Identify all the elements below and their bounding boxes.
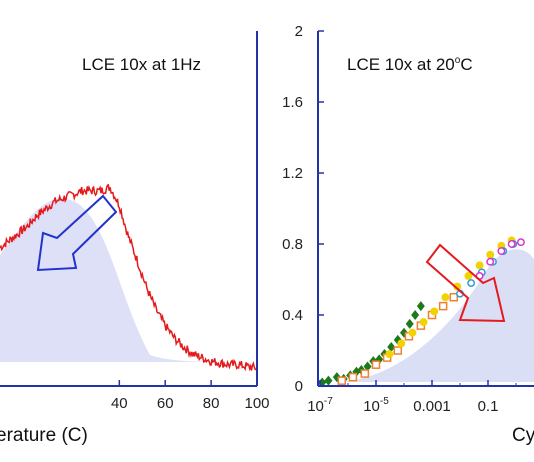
right-data-point xyxy=(385,350,394,358)
right-data-point xyxy=(475,261,484,270)
right-x-tick-exponent: -7 xyxy=(324,396,333,407)
right-x-tick-label: 0.001 xyxy=(413,398,451,415)
left-panel-title: LCE 10x at 1Hz xyxy=(82,55,201,74)
left-x-ticks: 40 60 80 100 xyxy=(111,380,270,412)
right-y-tick-label: 1.6 xyxy=(282,94,303,111)
right-panel-title: LCE 10x at 20oC xyxy=(347,55,473,74)
right-data-point xyxy=(467,279,476,287)
right-red-arrow xyxy=(425,243,506,323)
left-x-tick-label: 100 xyxy=(244,395,269,412)
right-x-ticks: 10-7 10-5 0.001 0.1 xyxy=(307,380,517,415)
right-data-point xyxy=(497,247,506,256)
right-data-point xyxy=(405,318,414,329)
right-data-point xyxy=(430,307,439,316)
right-data-point xyxy=(419,318,428,327)
right-y-tick-label: 0.4 xyxy=(282,307,303,324)
right-x-tick-base: 10 xyxy=(307,398,324,415)
right-data-point xyxy=(348,372,358,382)
right-data-point xyxy=(337,376,347,385)
right-y-tick-label: 1.2 xyxy=(282,165,303,182)
right-x-tick-base: 0.1 xyxy=(478,398,499,415)
right-data-point xyxy=(438,301,448,311)
left-shaded-region xyxy=(0,198,240,362)
left-x-tick-label: 40 xyxy=(111,395,128,412)
right-x-tick-label: 10-5 xyxy=(363,396,389,415)
right-data-point xyxy=(449,293,459,302)
right-data-point xyxy=(507,240,516,248)
right-x-tick-base: 10 xyxy=(363,398,380,415)
right-data-point xyxy=(363,361,372,372)
right-data-point xyxy=(486,250,495,259)
right-data-point xyxy=(464,272,473,280)
right-data-point xyxy=(387,341,396,352)
right-data-point xyxy=(416,301,425,312)
right-panel: 00.40.81.21.62 10-7 10-5 0.001 0.1 LCE 10x … xyxy=(282,23,534,446)
right-x-tick-label: 0.1 xyxy=(478,398,499,415)
right-data-point xyxy=(486,257,495,266)
right-data-point xyxy=(371,360,381,369)
left-x-tick-label: 80 xyxy=(203,395,220,412)
right-y-tick-label: 0 xyxy=(295,378,303,395)
left-panel: 40 60 80 100 LCE 10x at 1Hz erature (C) xyxy=(0,31,270,446)
left-blue-arrow xyxy=(36,194,118,272)
right-x-tick-exponent: -5 xyxy=(380,396,389,407)
right-x-tick-label: 10-7 xyxy=(307,396,333,415)
right-x-tick-base: 0.001 xyxy=(413,398,451,415)
right-data-point xyxy=(411,310,420,320)
right-data-point xyxy=(516,238,525,247)
right-data-point xyxy=(408,328,417,337)
right-x-axis-title: Cy xyxy=(512,425,534,446)
right-data-point xyxy=(441,293,450,302)
right-data-point xyxy=(393,346,403,355)
right-y-tick-label: 0.8 xyxy=(282,236,303,253)
right-data-point xyxy=(324,375,333,386)
right-data-point xyxy=(397,339,406,348)
left-x-tick-label: 60 xyxy=(157,395,174,412)
left-series-line xyxy=(0,183,258,372)
left-x-axis-title: erature (C) xyxy=(0,425,88,446)
right-y-ticks: 0 0.4 0.8 1.2 1.6 2 xyxy=(282,23,324,395)
right-y-tick-label: 2 xyxy=(295,23,303,40)
right-data-point xyxy=(360,369,370,378)
